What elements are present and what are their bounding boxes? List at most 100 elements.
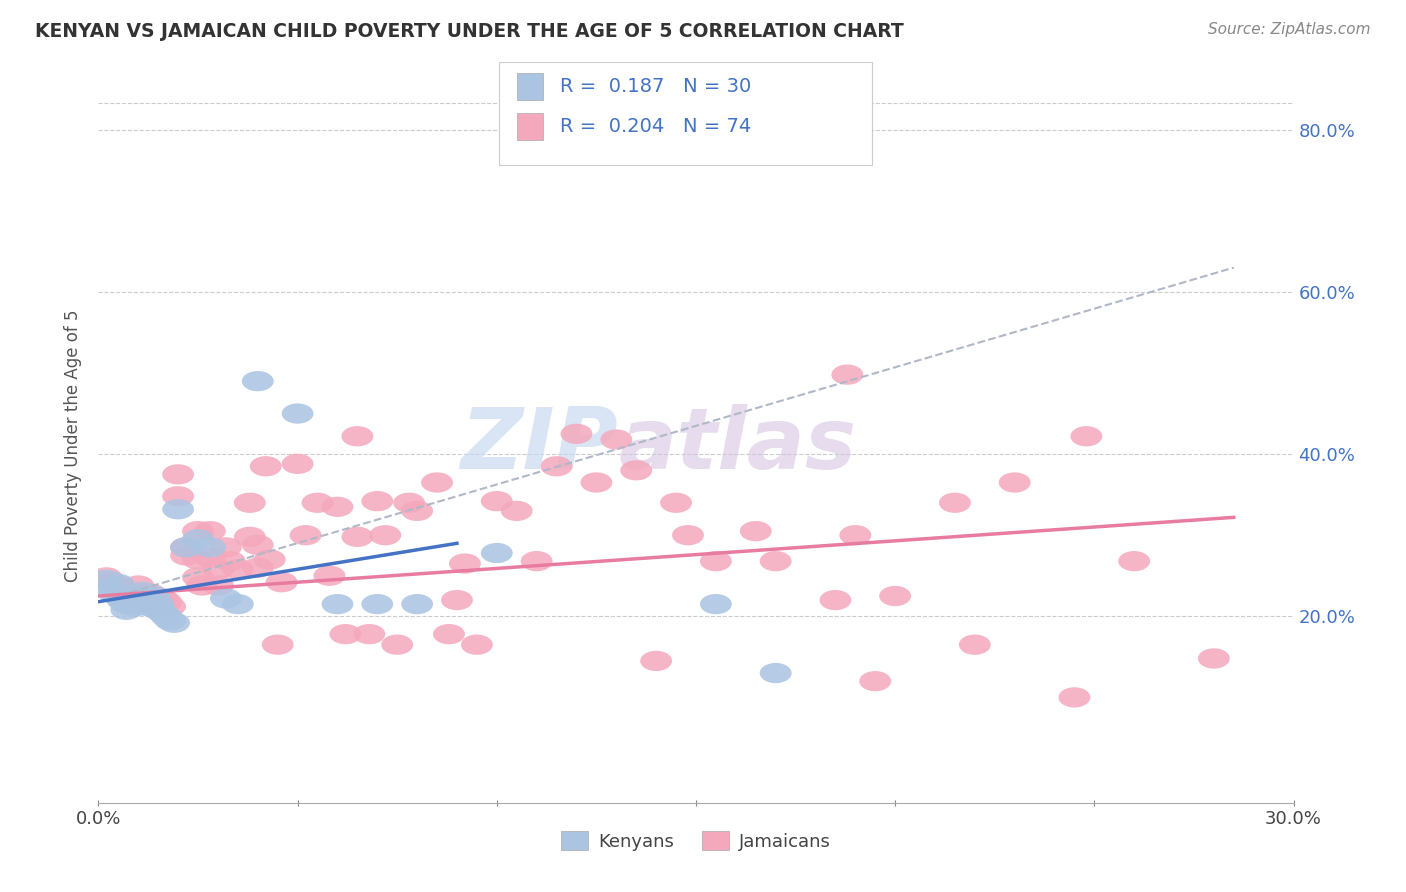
Ellipse shape bbox=[600, 429, 633, 450]
Ellipse shape bbox=[146, 589, 179, 608]
Ellipse shape bbox=[342, 426, 374, 446]
Ellipse shape bbox=[135, 583, 166, 604]
Ellipse shape bbox=[107, 582, 138, 602]
Ellipse shape bbox=[150, 607, 183, 626]
Ellipse shape bbox=[250, 456, 281, 476]
Ellipse shape bbox=[1198, 648, 1230, 669]
Ellipse shape bbox=[370, 525, 401, 545]
Ellipse shape bbox=[233, 526, 266, 547]
Ellipse shape bbox=[1070, 426, 1102, 446]
Ellipse shape bbox=[127, 582, 159, 602]
Ellipse shape bbox=[111, 599, 142, 620]
Ellipse shape bbox=[620, 460, 652, 481]
Ellipse shape bbox=[118, 586, 150, 607]
Ellipse shape bbox=[194, 537, 226, 558]
Ellipse shape bbox=[150, 591, 183, 612]
Ellipse shape bbox=[98, 583, 131, 604]
Ellipse shape bbox=[401, 500, 433, 521]
Ellipse shape bbox=[98, 578, 131, 598]
Ellipse shape bbox=[422, 473, 453, 492]
Ellipse shape bbox=[353, 624, 385, 644]
Ellipse shape bbox=[581, 473, 613, 492]
Ellipse shape bbox=[103, 574, 135, 594]
Ellipse shape bbox=[94, 578, 127, 598]
Ellipse shape bbox=[138, 594, 170, 615]
Ellipse shape bbox=[441, 590, 472, 610]
Ellipse shape bbox=[122, 575, 155, 596]
Ellipse shape bbox=[342, 526, 374, 547]
Ellipse shape bbox=[661, 492, 692, 513]
Text: KENYAN VS JAMAICAN CHILD POVERTY UNDER THE AGE OF 5 CORRELATION CHART: KENYAN VS JAMAICAN CHILD POVERTY UNDER T… bbox=[35, 22, 904, 41]
Ellipse shape bbox=[361, 594, 394, 615]
Ellipse shape bbox=[209, 537, 242, 558]
Ellipse shape bbox=[162, 486, 194, 507]
Ellipse shape bbox=[831, 365, 863, 384]
Ellipse shape bbox=[142, 594, 174, 615]
Ellipse shape bbox=[183, 521, 214, 541]
Ellipse shape bbox=[183, 529, 214, 549]
Ellipse shape bbox=[114, 590, 146, 610]
Ellipse shape bbox=[242, 535, 274, 555]
Ellipse shape bbox=[322, 497, 353, 517]
Ellipse shape bbox=[162, 464, 194, 484]
Ellipse shape bbox=[481, 543, 513, 563]
Ellipse shape bbox=[959, 634, 991, 655]
Ellipse shape bbox=[118, 594, 150, 615]
Ellipse shape bbox=[1118, 551, 1150, 571]
Ellipse shape bbox=[186, 575, 218, 596]
Ellipse shape bbox=[142, 599, 174, 620]
Ellipse shape bbox=[155, 610, 186, 631]
Ellipse shape bbox=[939, 492, 972, 513]
Ellipse shape bbox=[520, 551, 553, 571]
Ellipse shape bbox=[107, 590, 138, 610]
Ellipse shape bbox=[361, 491, 394, 511]
Ellipse shape bbox=[839, 525, 872, 545]
Ellipse shape bbox=[159, 613, 190, 633]
Ellipse shape bbox=[111, 594, 142, 615]
Ellipse shape bbox=[183, 567, 214, 588]
Ellipse shape bbox=[266, 572, 298, 592]
Ellipse shape bbox=[194, 521, 226, 541]
Ellipse shape bbox=[481, 491, 513, 511]
Ellipse shape bbox=[233, 492, 266, 513]
Ellipse shape bbox=[135, 597, 166, 616]
Ellipse shape bbox=[122, 594, 155, 615]
Ellipse shape bbox=[561, 424, 592, 444]
Ellipse shape bbox=[740, 521, 772, 541]
Ellipse shape bbox=[449, 553, 481, 574]
Ellipse shape bbox=[700, 594, 733, 615]
Legend: Kenyans, Jamaicans: Kenyans, Jamaicans bbox=[554, 824, 838, 858]
Ellipse shape bbox=[146, 602, 179, 623]
Ellipse shape bbox=[155, 597, 186, 616]
Ellipse shape bbox=[281, 403, 314, 424]
Ellipse shape bbox=[162, 500, 194, 519]
Ellipse shape bbox=[290, 525, 322, 545]
Ellipse shape bbox=[998, 473, 1031, 492]
Ellipse shape bbox=[540, 456, 572, 476]
Ellipse shape bbox=[222, 559, 254, 580]
Ellipse shape bbox=[131, 591, 162, 612]
Ellipse shape bbox=[859, 671, 891, 691]
Text: R =  0.204   N = 74: R = 0.204 N = 74 bbox=[560, 117, 751, 136]
Ellipse shape bbox=[433, 624, 465, 644]
Ellipse shape bbox=[394, 492, 425, 513]
Ellipse shape bbox=[90, 570, 122, 590]
Ellipse shape bbox=[170, 537, 202, 558]
Ellipse shape bbox=[640, 651, 672, 671]
Ellipse shape bbox=[122, 583, 155, 604]
Text: Source: ZipAtlas.com: Source: ZipAtlas.com bbox=[1208, 22, 1371, 37]
Ellipse shape bbox=[183, 549, 214, 570]
Ellipse shape bbox=[381, 634, 413, 655]
Ellipse shape bbox=[94, 572, 127, 592]
Text: R =  0.187   N = 30: R = 0.187 N = 30 bbox=[560, 77, 751, 96]
Ellipse shape bbox=[314, 566, 346, 586]
Ellipse shape bbox=[879, 586, 911, 607]
Ellipse shape bbox=[142, 598, 174, 618]
Ellipse shape bbox=[820, 590, 852, 610]
Ellipse shape bbox=[501, 500, 533, 521]
Ellipse shape bbox=[138, 586, 170, 607]
Ellipse shape bbox=[1059, 687, 1091, 707]
Ellipse shape bbox=[194, 548, 226, 568]
Ellipse shape bbox=[131, 591, 162, 612]
Ellipse shape bbox=[401, 594, 433, 615]
